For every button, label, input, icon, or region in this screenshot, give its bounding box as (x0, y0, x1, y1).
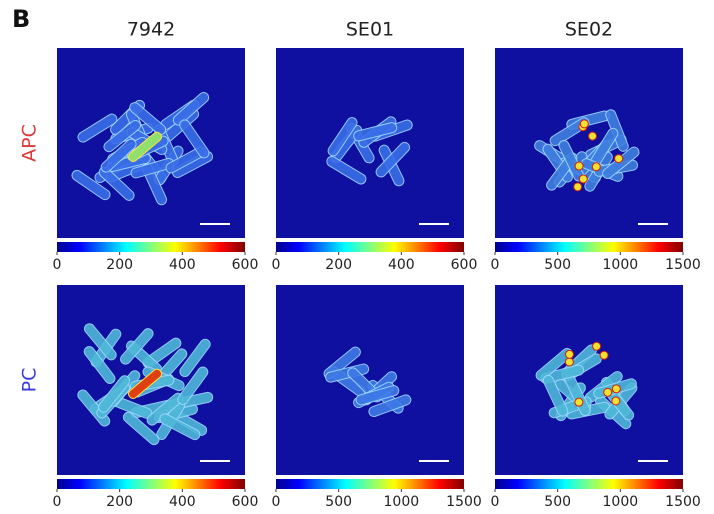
hot-spot (579, 175, 587, 183)
hot-spot (580, 120, 588, 128)
hot-spot (612, 385, 620, 393)
hot-spot (593, 342, 601, 350)
colorbar-tick-label: 400 (169, 257, 196, 273)
colorbar (495, 479, 683, 489)
colorbar-tick-label: 1000 (384, 494, 420, 510)
colorbar (57, 242, 245, 252)
figure: B 7942 SE01 SE02 APC 0 200 400 600 0 200 400 600 0 50… (0, 0, 714, 514)
panel-label: B (12, 5, 30, 33)
hot-spot (615, 155, 623, 163)
colorbar (57, 479, 245, 489)
micrograph (276, 48, 464, 238)
colorbar-tick-label: 1000 (603, 257, 639, 273)
image-background (495, 48, 683, 238)
colorbar-tick-label: 600 (232, 494, 259, 510)
hot-spot (575, 398, 583, 406)
colorbar-tick-label: 1500 (665, 257, 701, 273)
image-background (495, 285, 683, 475)
colorbar-tick-label: 600 (451, 257, 478, 273)
hot-spot (574, 183, 582, 191)
colorbar-tick-label: 200 (106, 494, 133, 510)
column-title: SE02 (565, 19, 613, 41)
colorbar-tick-label: 500 (544, 257, 571, 273)
colorbar-tick-label: 400 (169, 494, 196, 510)
image-background (276, 285, 464, 475)
hot-spot (589, 132, 597, 140)
column-title: 7942 (127, 19, 175, 41)
hot-spot (592, 163, 600, 171)
colorbar-tick-label: 0 (272, 494, 281, 510)
hot-spot (612, 397, 620, 405)
colorbar (495, 242, 683, 252)
row-label: PC (19, 368, 41, 393)
hot-spot (600, 351, 608, 359)
column-title: SE01 (346, 19, 394, 41)
micrograph (276, 285, 464, 475)
colorbar-tick-label: 1500 (446, 494, 482, 510)
colorbar-tick-label: 0 (272, 257, 281, 273)
row-label: APC (19, 124, 41, 162)
colorbar (276, 479, 464, 489)
hot-spot (566, 350, 574, 358)
hot-spot (565, 358, 573, 366)
colorbar-tick-label: 500 (544, 494, 571, 510)
colorbar-tick-label: 200 (106, 257, 133, 273)
colorbar-tick-label: 400 (388, 257, 415, 273)
hot-spot (575, 162, 583, 170)
colorbar-tick-label: 0 (53, 494, 62, 510)
colorbar-tick-label: 0 (53, 257, 62, 273)
colorbar (276, 242, 464, 252)
colorbar-tick-label: 0 (491, 257, 500, 273)
micrograph (495, 285, 683, 475)
colorbar-tick-label: 600 (232, 257, 259, 273)
colorbar-tick-label: 0 (491, 494, 500, 510)
colorbar-tick-label: 1000 (603, 494, 639, 510)
micrograph (57, 285, 245, 475)
colorbar-tick-label: 500 (325, 494, 352, 510)
hot-spot (604, 388, 612, 396)
micrograph (495, 48, 683, 238)
colorbar-tick-label: 200 (325, 257, 352, 273)
micrograph (57, 48, 245, 238)
colorbar-tick-label: 1500 (665, 494, 701, 510)
